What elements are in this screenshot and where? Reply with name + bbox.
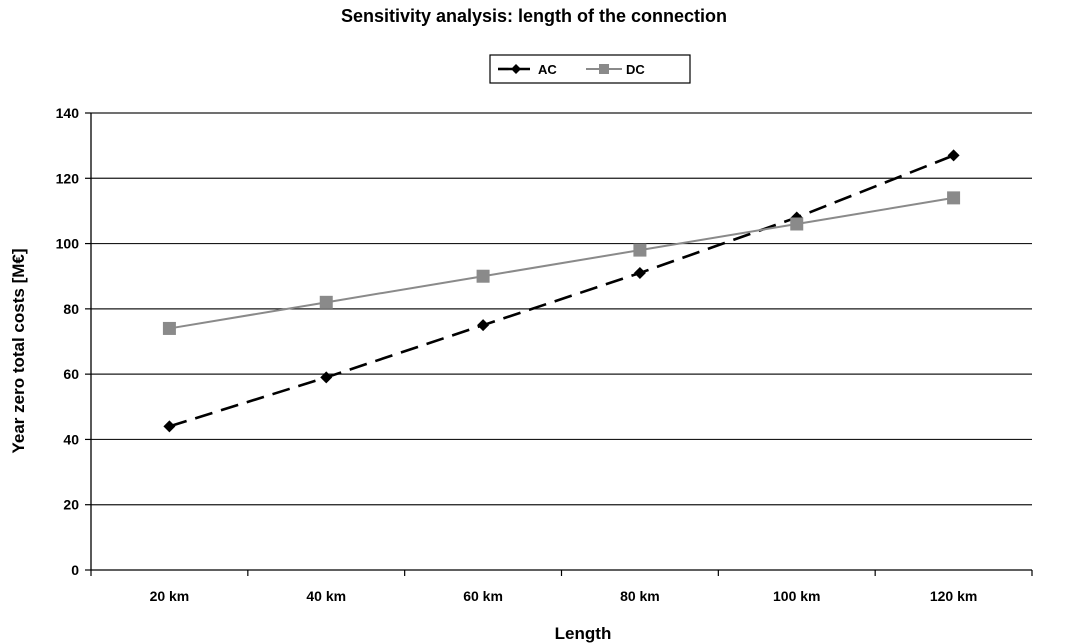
legend-item-dc: DC [586,62,645,77]
data-point-dc [319,295,333,309]
x-tick-label: 60 km [463,588,503,604]
y-tick-label: 140 [56,105,80,121]
x-tick-label: 100 km [773,588,820,604]
legend-label-ac: AC [538,62,557,77]
data-point-dc [633,243,647,257]
legend-item-ac: AC [498,62,557,77]
y-tick-label: 100 [56,236,80,252]
x-tick-labels: 20 km 40 km 60 km 80 km 100 km 120 km [150,588,978,604]
chart-title: Sensitivity analysis: length of the conn… [341,6,727,26]
legend-marker-dc [599,64,609,74]
x-tick-label: 20 km [150,588,190,604]
y-tick-label: 120 [56,170,80,186]
data-point-ac [633,266,646,279]
y-tick-labels: 0 20 40 60 80 100 120 140 [56,105,80,578]
y-tick-label: 80 [63,301,79,317]
y-tick-label: 60 [63,366,79,382]
x-axis-label: Length [555,624,612,643]
legend-marker-ac [511,64,521,74]
data-point-ac [320,371,333,384]
legend-label-dc: DC [626,62,645,77]
series-line-ac [169,154,955,428]
y-tick-label: 20 [63,497,79,513]
x-tick-label: 120 km [930,588,977,604]
axes [85,112,1033,576]
data-point-ac [163,420,176,433]
data-point-ac [477,319,490,332]
chart-legend: AC DC [489,54,691,84]
data-point-ac [947,149,960,162]
y-axis-label: Year zero total costs [M€] [9,248,28,453]
x-tick-label: 40 km [306,588,346,604]
gridlines [91,112,1032,506]
data-point-dc [790,217,804,231]
y-tick-label: 40 [63,431,79,447]
data-point-dc [162,321,176,335]
data-point-dc [947,191,961,205]
series-line-dc [169,196,954,330]
series-dc [162,191,961,335]
x-tick-label: 80 km [620,588,660,604]
y-tick-label: 0 [71,562,79,578]
data-point-dc [476,269,490,283]
series-layer [162,149,961,433]
series-ac [163,149,960,433]
